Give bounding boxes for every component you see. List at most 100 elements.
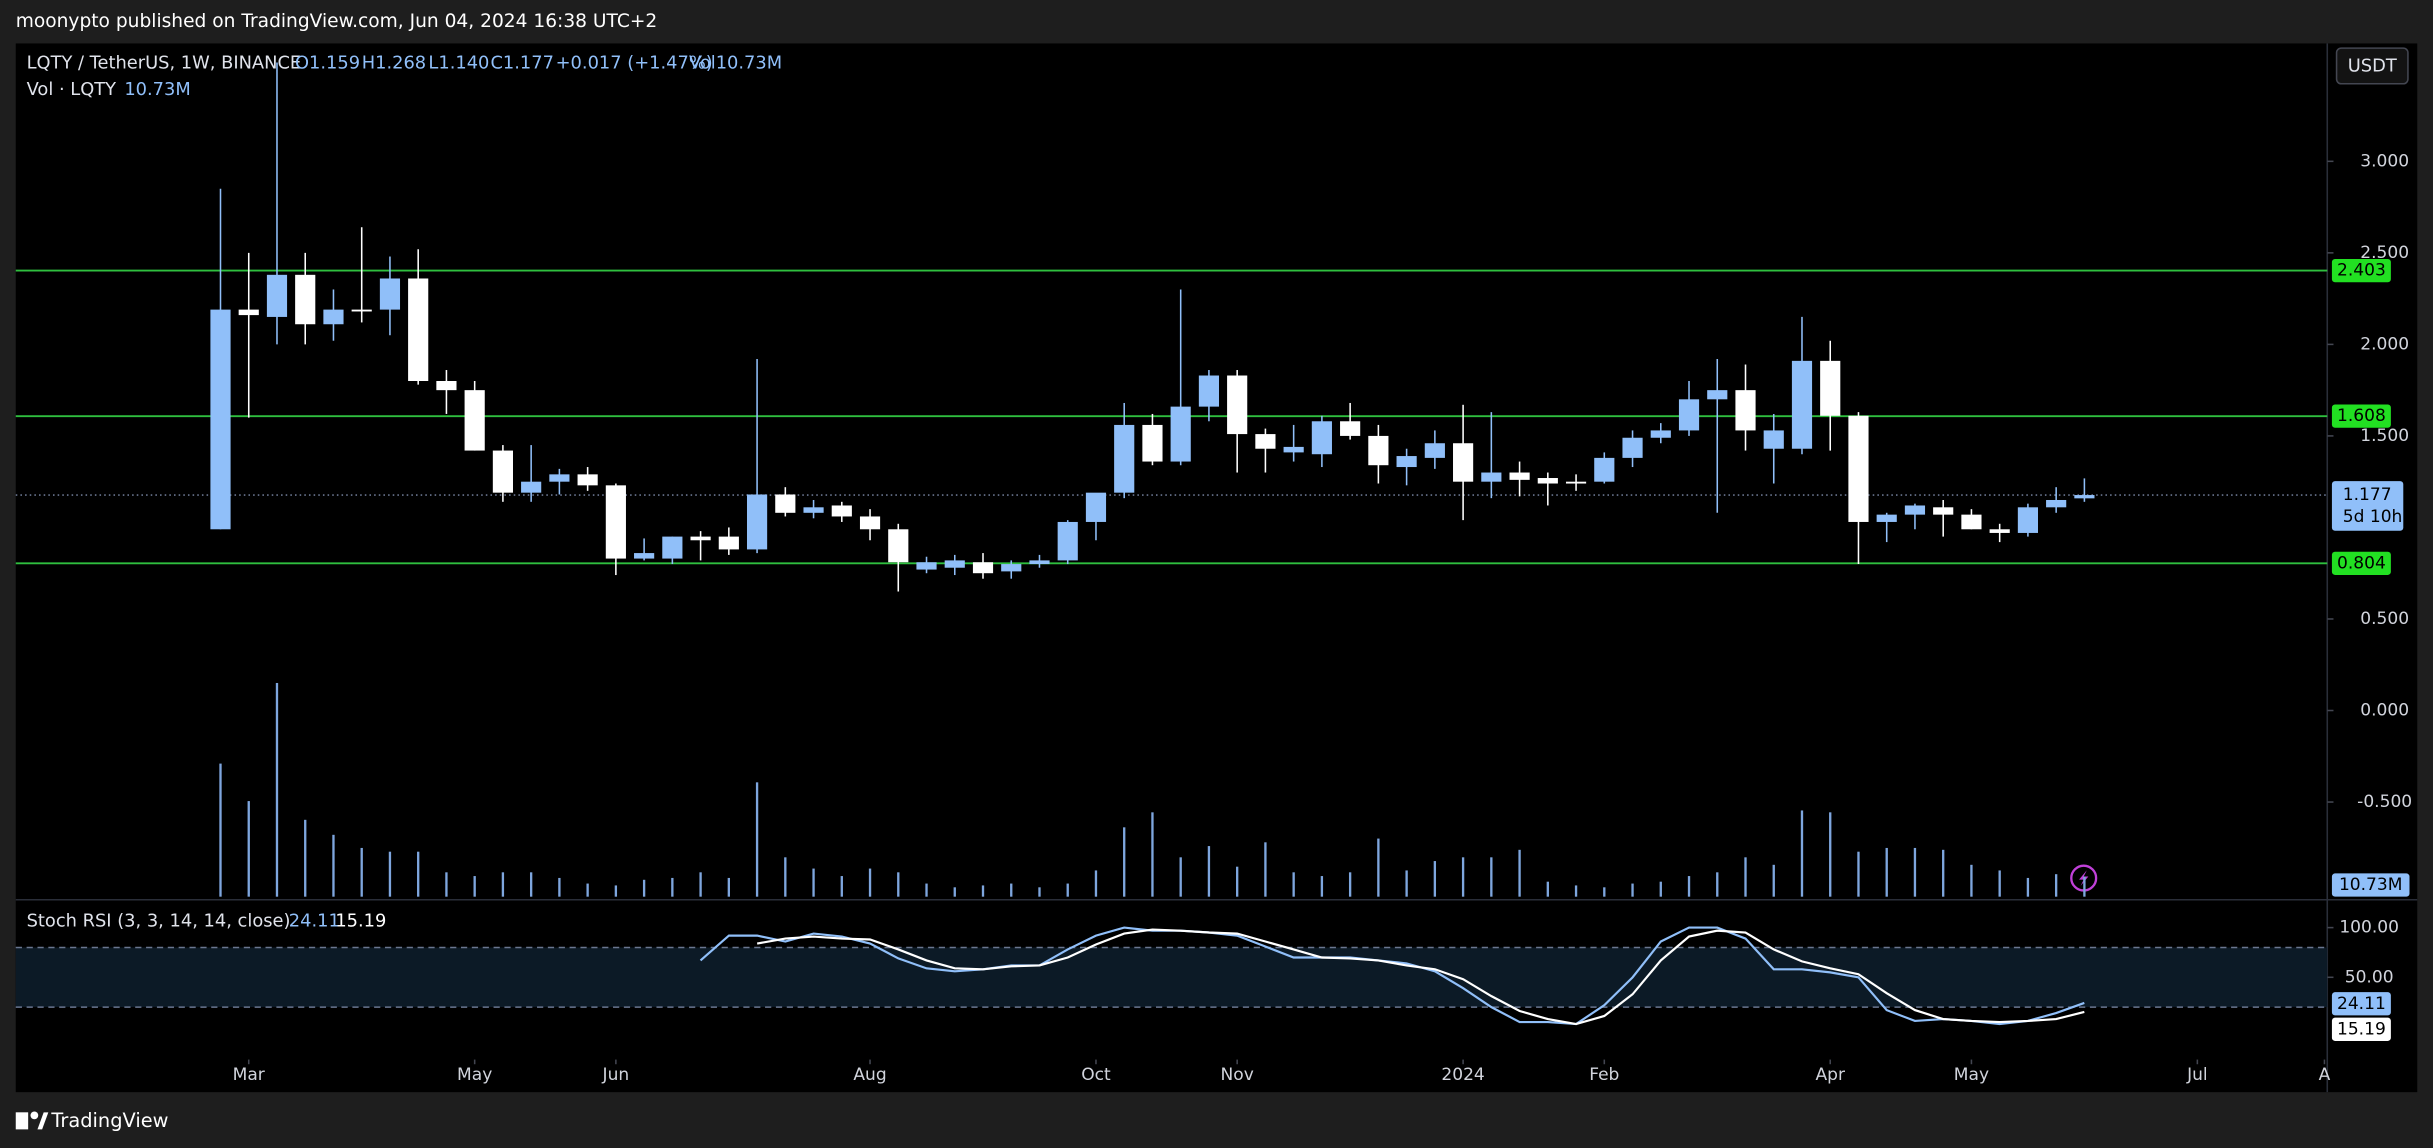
volume-badge-label: 10.73M (2339, 875, 2403, 895)
volume-bar (755, 782, 759, 897)
volume-value: 10.73M (124, 79, 190, 100)
candle-body (1537, 478, 1558, 484)
volume-bar (1405, 870, 1408, 897)
candle-body (1820, 360, 1841, 416)
candle-body (775, 494, 796, 513)
candle-body (746, 494, 768, 550)
logo-mark (15, 1112, 29, 1130)
candle-body (803, 507, 824, 513)
candle-body (662, 536, 683, 559)
candle-body (1565, 481, 1587, 484)
candle-body (1396, 456, 1417, 468)
volume-bar (1942, 849, 1945, 897)
volume-bar (1574, 885, 1578, 897)
candle-body (1029, 560, 1050, 565)
candle-body (718, 536, 739, 550)
legend-high: H1.268 (362, 53, 426, 74)
stoch-badge (2331, 1017, 2391, 1041)
chart-area (15, 43, 2418, 1093)
candle-body (1368, 435, 1389, 466)
last-price-badge (2331, 481, 2404, 531)
candle-body (1255, 434, 1276, 449)
candle-body (1904, 505, 1926, 515)
last-price-label: 1.177 (2343, 485, 2392, 505)
candle-body (464, 390, 485, 451)
candle-body (2074, 495, 2095, 499)
volume-bar (586, 883, 589, 897)
stoch-title: Stoch RSI (3, 3, 14, 14, close) (27, 911, 291, 932)
volume-bar (2083, 876, 2086, 897)
candle-body (888, 529, 909, 563)
volume-bar (671, 877, 674, 897)
candle-body (690, 536, 711, 541)
stoch-d-value: 15.19 (335, 911, 386, 932)
x-tick-label: Aug (853, 1065, 886, 1085)
candle-body (1650, 430, 1671, 438)
candle-body (1311, 421, 1332, 455)
y-tick-label: 3.000 (2360, 151, 2409, 171)
volume-bar (1546, 881, 1549, 897)
x-tick-label: 2024 (1441, 1065, 1484, 1085)
legend-change: +0.017 (+1.47%) (556, 53, 713, 74)
countdown-label: 5d 10h (2343, 507, 2403, 527)
symbol-title: LQTY / TetherUS, 1W, BINANCE (27, 53, 302, 74)
candle-body (492, 450, 513, 493)
candle-body (1989, 529, 2010, 533)
logo (15, 1111, 49, 1130)
x-tick-label: Apr (1815, 1065, 1845, 1085)
volume-bar (1744, 857, 1747, 897)
currency-label[interactable]: USDT (2348, 56, 2397, 77)
volume-bar (1687, 876, 1691, 897)
volume-bar (953, 887, 956, 897)
candle-body (916, 562, 937, 570)
level-label: 1.608 (2337, 406, 2386, 426)
candle-body (831, 505, 852, 517)
candle-body (521, 481, 542, 493)
candle-body (1424, 443, 1445, 458)
candle-body (1594, 457, 1615, 482)
volume-bar (1603, 887, 1606, 897)
level-badge (2331, 404, 2391, 428)
volume-bar (529, 872, 533, 897)
volume-bar (1094, 870, 1098, 897)
candle-body (1791, 360, 1813, 449)
x-tick-label: Jul (2186, 1065, 2208, 1085)
volume-bar (897, 872, 900, 897)
volume-bar (473, 876, 476, 897)
level-label: 0.804 (2337, 553, 2386, 573)
candle-body (1283, 446, 1304, 453)
candle-body (549, 474, 570, 482)
candle-body (1622, 437, 1643, 458)
candle-body (295, 274, 316, 325)
candle-body (436, 381, 457, 391)
volume-bar (1461, 857, 1465, 897)
x-tick-label: Oct (1081, 1065, 1111, 1085)
candle-body (210, 309, 231, 530)
candle-body (1707, 390, 1728, 400)
candle-body (238, 309, 259, 316)
volume-bar (1179, 857, 1182, 897)
volume-bar (1320, 876, 1324, 897)
stoch-badge (2331, 992, 2391, 1016)
y-tick-label: 50.00 (2345, 967, 2394, 987)
volume-bar (1800, 810, 1804, 897)
y-tick-label: 1.500 (2360, 426, 2409, 446)
candle-body (1763, 430, 1784, 449)
volume-title: Vol · LQTY (27, 79, 117, 100)
currency-button[interactable] (2335, 47, 2409, 85)
y-tick-label: 2.500 (2360, 243, 2409, 263)
x-tick-label: Nov (1221, 1065, 1254, 1085)
candle-body (1114, 424, 1135, 493)
volume-bar (868, 868, 872, 897)
legend-open: O1.159 (295, 53, 360, 74)
candle-body (1142, 424, 1163, 462)
candle-body (2017, 507, 2038, 533)
volume-bar (501, 872, 505, 897)
volume-bar (417, 851, 420, 897)
candle-body (1085, 492, 1107, 522)
volume-bar (219, 763, 222, 897)
volume-bar (275, 682, 279, 897)
stoch-band (15, 947, 2328, 1008)
